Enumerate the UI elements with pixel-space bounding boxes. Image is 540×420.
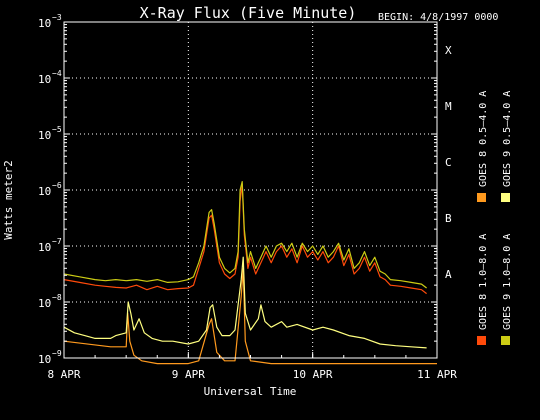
legend-swatch-0	[477, 336, 486, 345]
series-line-0	[63, 183, 427, 295]
y-tick-labels: 10−910−810−710−610−510−410−3	[38, 13, 437, 366]
y-tick-exponent-6: −3	[52, 13, 62, 22]
chart-title: X-Ray Flux (Five Minute)	[140, 4, 357, 22]
legend-label-1: GOES 8 0.5–4.0 A	[478, 91, 489, 187]
y-tick-label-0: 10	[38, 353, 51, 366]
legend-label-2: GOES 9 1.0–8.0 A	[502, 234, 513, 330]
x-tick-label-0: 8 APR	[47, 368, 80, 381]
begin-date-label: BEGIN: 4/8/1997 0000	[378, 12, 498, 23]
y-tick-label-5: 10	[38, 73, 51, 86]
y-tick-exponent-5: −4	[52, 69, 62, 78]
flare-class-c: C	[445, 156, 452, 169]
legend: GOES 8 1.0–8.0 A GOES 8 0.5–4.0 A GOES 9 1…	[477, 91, 513, 345]
series-group	[63, 181, 437, 365]
y-tick-label-6: 10	[38, 17, 51, 30]
legend-swatch-1	[477, 193, 486, 202]
y-tick-exponent-2: −7	[52, 237, 62, 246]
x-axis-label: Universal Time	[204, 385, 297, 398]
y-tick-exponent-3: −6	[52, 181, 62, 190]
y-tick-label-3: 10	[38, 185, 51, 198]
x-tick-label-1: 9 APR	[172, 368, 205, 381]
x-tick-label-2: 10 APR	[293, 368, 333, 381]
x-tick-label-3: 11 APR	[417, 368, 457, 381]
y-axis-label: Watts meter2	[2, 160, 15, 239]
grid-lines	[64, 22, 437, 358]
series-line-3	[63, 256, 427, 349]
y-tick-label-1: 10	[38, 297, 51, 310]
flare-class-b: B	[445, 212, 452, 225]
flare-class-a: A	[445, 268, 452, 281]
series-line-1	[63, 267, 437, 365]
legend-swatch-3	[501, 193, 510, 202]
y-tick-exponent-0: −9	[52, 349, 62, 358]
y-tick-label-4: 10	[38, 129, 51, 142]
x-tick-labels: 8 APR 9 APR 10 APR 11 APR	[47, 352, 457, 381]
series-line-2	[63, 181, 427, 289]
y-tick-exponent-4: −5	[52, 125, 62, 134]
plot-frame	[63, 21, 438, 359]
legend-swatch-2	[501, 336, 510, 345]
flare-class-labels: X M C B A	[445, 44, 452, 281]
flare-class-x: X	[445, 44, 452, 57]
flare-class-m: M	[445, 100, 452, 113]
legend-label-3: GOES 9 0.5–4.0 A	[502, 91, 513, 187]
y-tick-label-2: 10	[38, 241, 51, 254]
legend-label-0: GOES 8 1.0–8.0 A	[478, 234, 489, 330]
y-tick-exponent-1: −8	[52, 293, 62, 302]
